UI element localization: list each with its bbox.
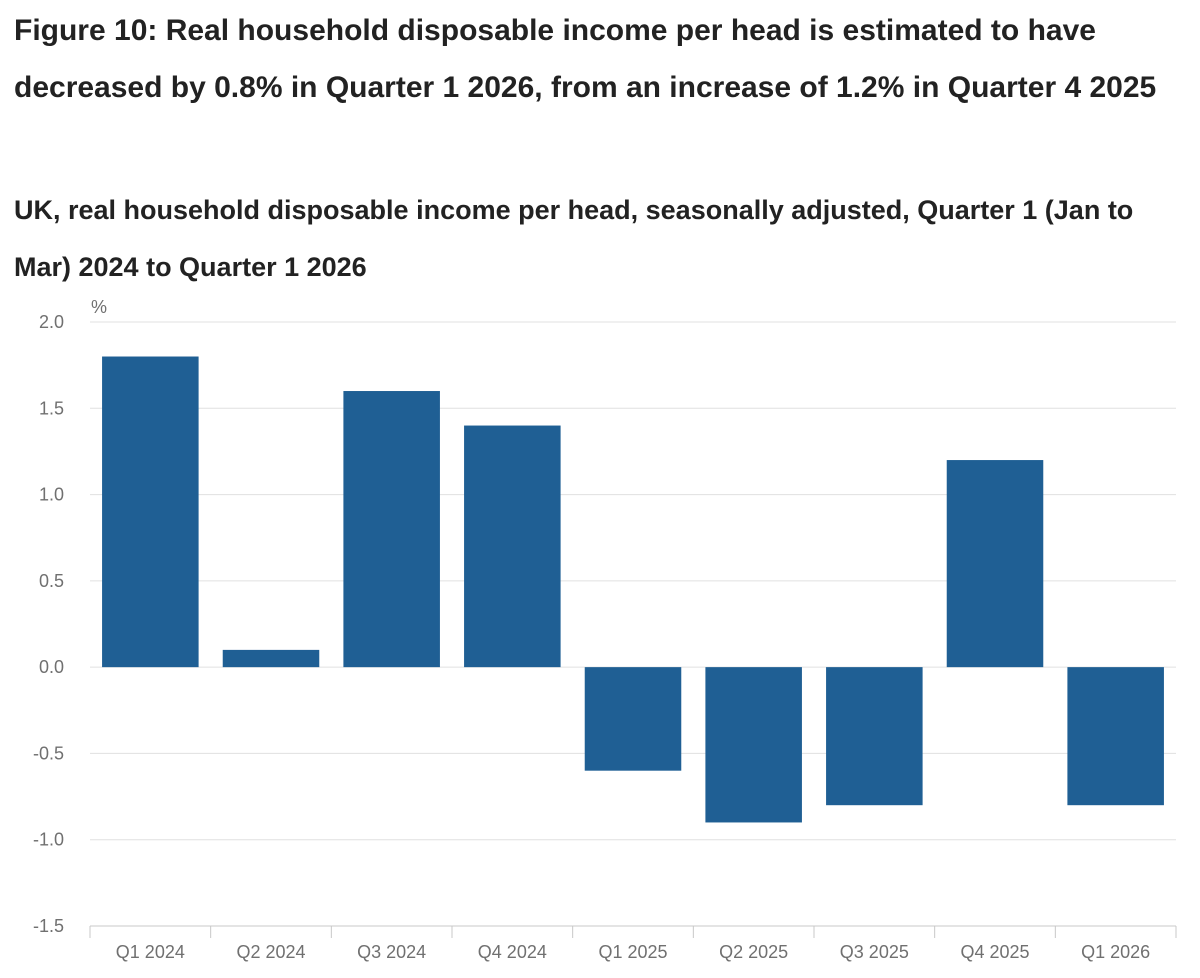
y-tick-label: 2.0 [39,312,64,332]
bar [464,425,561,668]
x-axis: Q1 2024 Q2 2024 Q3 2024 Q4 2024 Q1 2025 Q2 20… [89,925,1177,962]
bars [102,356,1164,823]
x-tick-label: Q1 2024 [116,942,185,962]
y-tick-label: -1.0 [33,830,64,850]
bar [705,667,802,823]
x-tick-label: Q4 2024 [478,942,547,962]
x-tick-label: Q1 2026 [1081,942,1150,962]
x-tick-label: Q2 2025 [719,942,788,962]
chart-subtitle: UK, real household disposable income per… [14,195,1134,282]
bar [222,649,320,668]
chart-title: Figure 10: Real household disposable inc… [14,14,1157,104]
bar [826,667,923,806]
x-tick-label: Q3 2024 [357,942,426,962]
bar [946,460,1044,668]
y-axis-ticks: 2.0 1.5 1.0 0.5 0.0 -0.5 -1.0 -1.5 [33,312,64,936]
y-tick-label: 0.5 [39,571,64,591]
y-tick-label: -1.5 [33,916,64,936]
bar [1067,667,1164,806]
x-tick-label: Q4 2025 [960,942,1029,962]
y-tick-label: -0.5 [33,743,64,763]
bar [584,667,682,771]
y-tick-label: 1.5 [39,398,64,418]
y-axis-unit-label: % [91,297,107,317]
x-tick-label: Q1 2025 [598,942,667,962]
bar [102,356,199,668]
y-tick-label: 0.0 [39,657,64,677]
y-tick-label: 1.0 [39,485,64,505]
bar [343,391,440,668]
x-tick-label: Q3 2025 [840,942,909,962]
x-tick-label: Q2 2024 [236,942,305,962]
